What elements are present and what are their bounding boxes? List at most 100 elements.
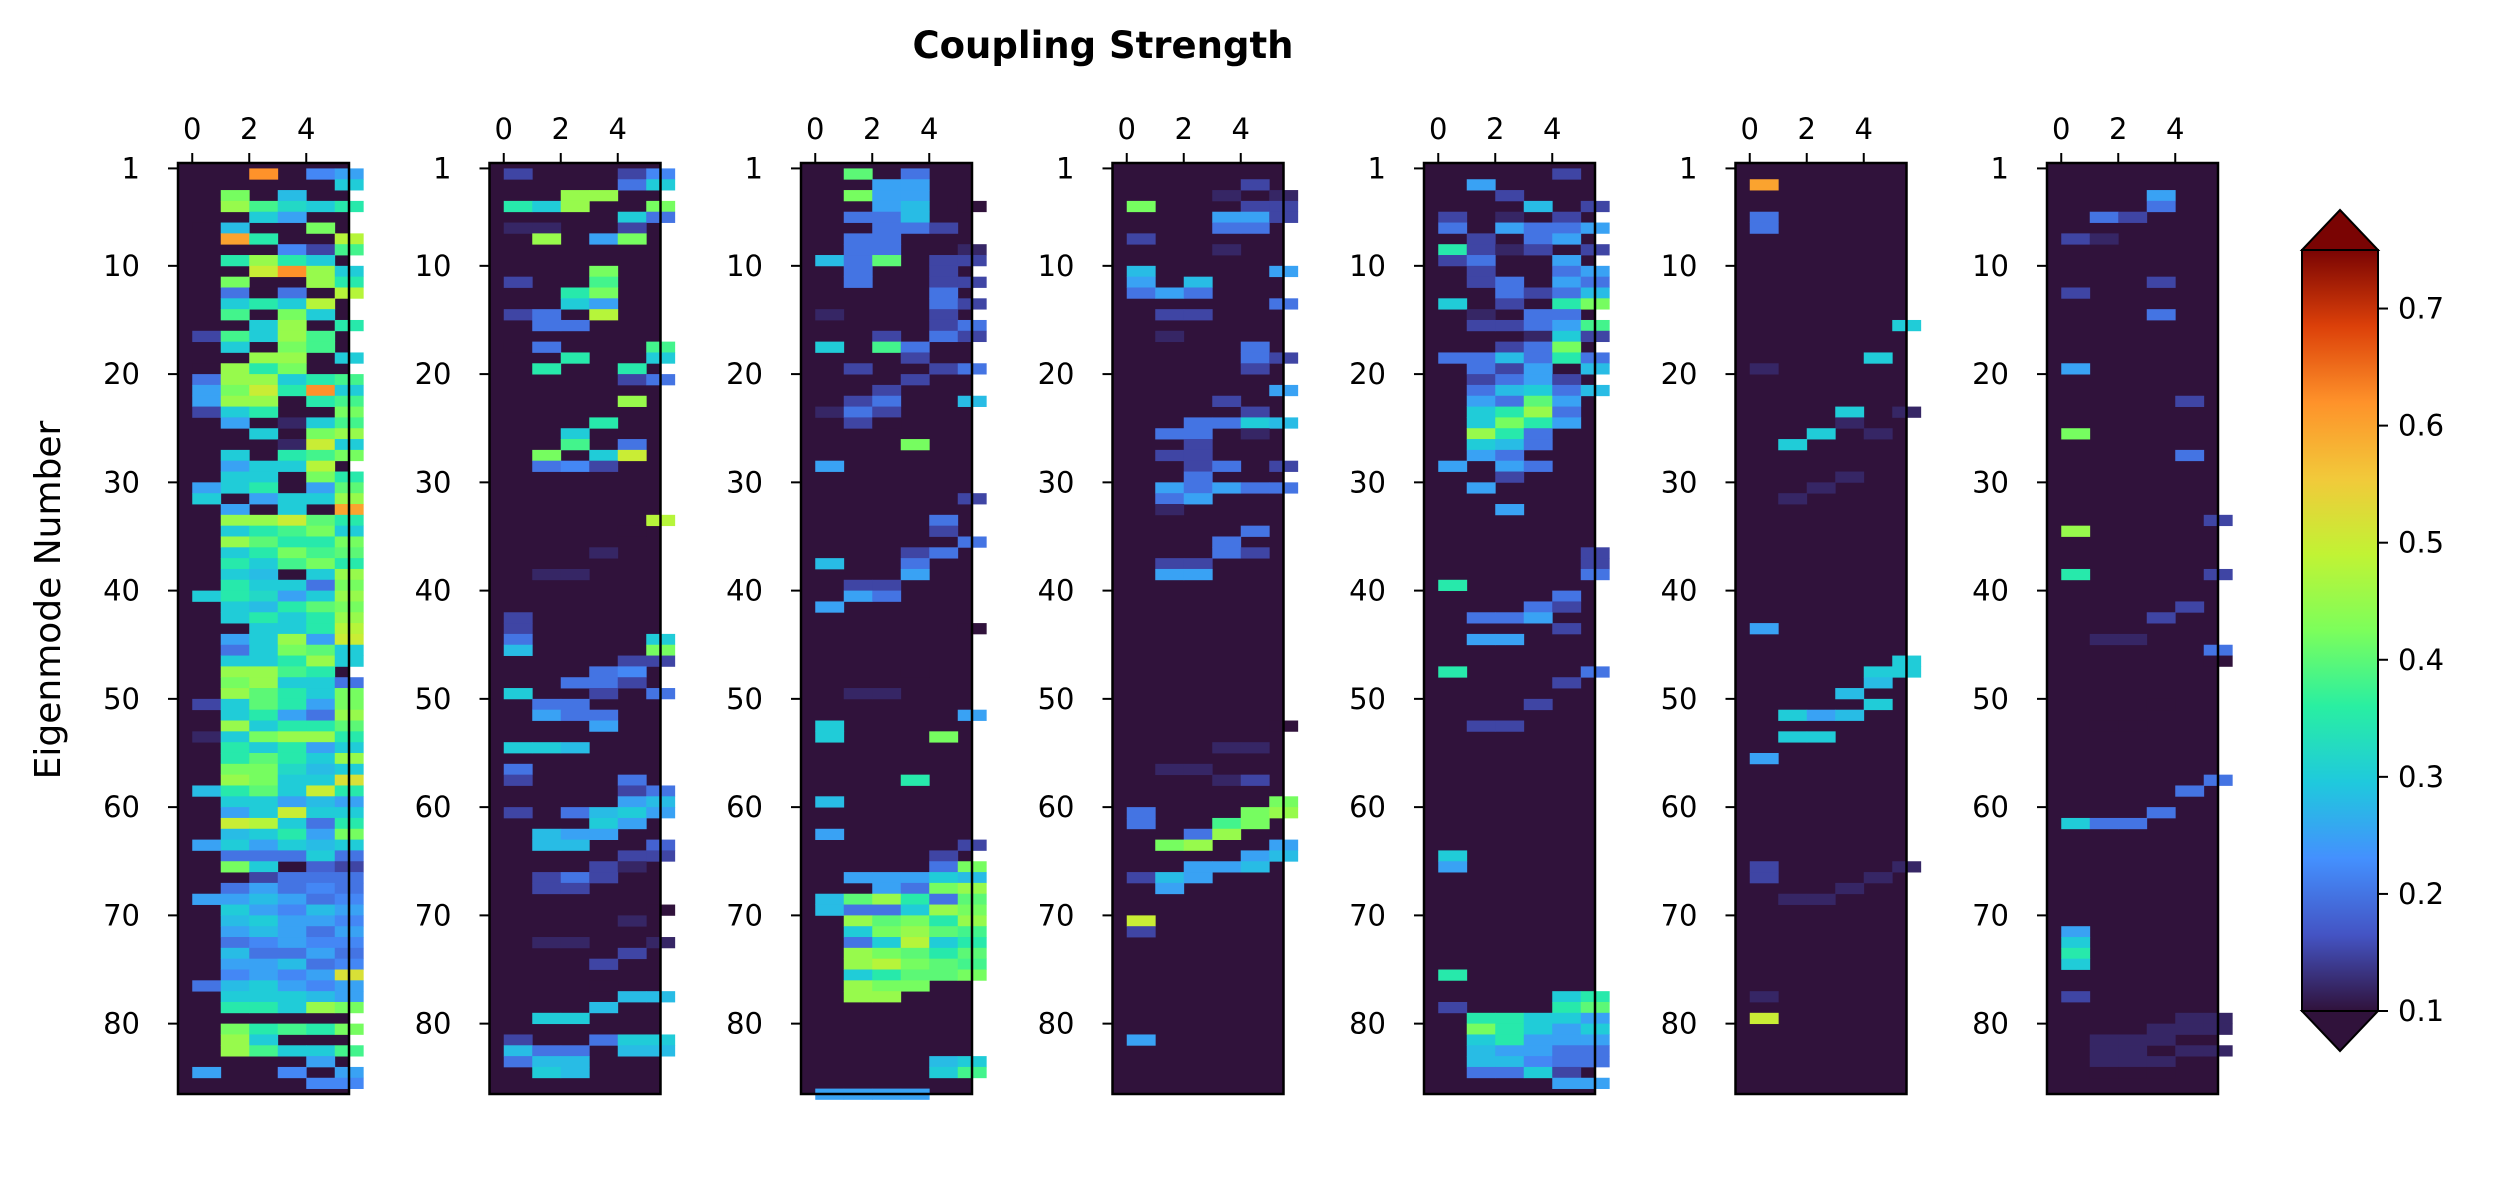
heatmap-cell: [1749, 1012, 1779, 1025]
heatmap-cell: [560, 428, 590, 440]
heatmap-cell: [1523, 233, 1553, 245]
y-tick-label: 30: [1038, 465, 1075, 499]
y-tick-label: 30: [1972, 465, 2009, 499]
heatmap-cell: [249, 1034, 279, 1046]
heatmap-cell: [2146, 1056, 2176, 1068]
heatmap-cell: [306, 926, 336, 938]
heatmap-cell: [589, 872, 619, 884]
heatmap-cell: [249, 298, 279, 310]
colorbar-tick-label: 0.4: [2398, 643, 2444, 677]
heatmap-cell: [617, 233, 647, 245]
heatmap-cell: [277, 612, 307, 624]
heatmap-cell: [1183, 872, 1213, 884]
heatmap-cell: [560, 200, 590, 213]
colorbar-tick-label: 0.7: [2398, 292, 2444, 326]
x-tick-label: 0: [2052, 112, 2070, 146]
heatmap-cell: [306, 309, 336, 321]
heatmap-cell: [503, 633, 533, 646]
y-tick-label: 70: [1972, 898, 2009, 932]
heatmap-cell: [249, 547, 279, 559]
heatmap-cell: [1749, 752, 1779, 765]
heatmap-cell: [1155, 872, 1185, 884]
heatmap-cell: [1438, 850, 1468, 862]
heatmap-cell: [1183, 839, 1213, 851]
heatmap-cell: [503, 309, 533, 321]
heatmap-cell: [872, 991, 902, 1003]
heatmap-cell: [1466, 233, 1496, 245]
heatmap-cell: [249, 612, 279, 624]
y-tick-label: 80: [103, 1007, 140, 1041]
heatmap-cell: [1552, 352, 1582, 364]
heatmap-cell: [249, 287, 279, 299]
heatmap-cell: [1240, 200, 1270, 213]
heatmap-cell: [249, 677, 279, 689]
heatmap-cell: [277, 796, 307, 808]
y-tick-label: 70: [1661, 898, 1698, 932]
y-tick-label: 60: [1661, 790, 1698, 824]
heatmap-cell: [2118, 1045, 2148, 1057]
heatmap-cell: [1212, 417, 1242, 429]
heatmap-cell: [1523, 319, 1553, 332]
heatmap-cell: [532, 698, 562, 711]
heatmap-cell: [1523, 374, 1553, 386]
heatmap-cell: [843, 276, 873, 288]
heatmap-cell: [1126, 287, 1156, 299]
heatmap-panel-7: 0 2 4 1 10 20 30 40 50 60 70 80: [1972, 112, 2233, 1096]
heatmap-cell: [1438, 460, 1468, 472]
heatmap-cell: [560, 287, 590, 299]
heatmap-cell: [1155, 309, 1185, 321]
heatmap-cell: [277, 698, 307, 711]
heatmap-cell: [1523, 363, 1553, 375]
heatmap-cell: [249, 352, 279, 364]
y-tick-label: 60: [1038, 790, 1075, 824]
heatmap-cell: [306, 688, 336, 700]
heatmap-cell: [249, 796, 279, 808]
heatmap-cell: [249, 428, 279, 440]
heatmap-cell: [220, 287, 250, 299]
panel-frame: [2045, 161, 2220, 1096]
heatmap-cell: [1126, 926, 1156, 938]
heatmap-cell: [929, 255, 959, 267]
heatmap-cell: [220, 1034, 250, 1046]
heatmap-cell: [1863, 872, 1893, 884]
heatmap-cell: [589, 980, 619, 992]
heatmap-cell: [2146, 190, 2176, 202]
heatmap-cell: [929, 872, 959, 884]
heatmap-cell: [532, 460, 562, 472]
heatmap-cell: [1749, 991, 1779, 1003]
heatmap-cell: [277, 926, 307, 938]
heatmap-cell: [2061, 937, 2091, 949]
heatmap-cell: [843, 926, 873, 938]
heatmap-cell: [617, 179, 647, 191]
heatmap-cell: [277, 655, 307, 667]
heatmap-cell: [2118, 633, 2148, 646]
heatmap-cell: [220, 1001, 250, 1014]
heatmap-cell: [815, 796, 845, 808]
heatmap-cell: [1552, 287, 1582, 299]
heatmap-cell: [1212, 211, 1242, 223]
heatmap-cell: [815, 904, 845, 916]
heatmap-cell: [900, 558, 930, 570]
heatmap-cell: [1495, 1034, 1525, 1046]
heatmap-cell: [560, 709, 590, 721]
heatmap-cell: [277, 200, 307, 213]
heatmap-cell: [929, 319, 959, 332]
heatmap-cell: [872, 395, 902, 407]
heatmap-cell: [277, 947, 307, 960]
heatmap-cell: [277, 980, 307, 992]
heatmap-cell: [1212, 536, 1242, 548]
heatmap-cell: [1240, 850, 1270, 862]
heatmap-cell: [872, 255, 902, 267]
heatmap-cell: [1523, 698, 1553, 711]
heatmap-cell: [1749, 872, 1779, 884]
heatmap-cell: [560, 872, 590, 884]
panel-frame: [799, 161, 974, 1096]
heatmap-cell: [617, 861, 647, 873]
heatmap-cell: [815, 406, 845, 418]
heatmap-cell: [2061, 525, 2091, 537]
x-tick-label: 2: [1175, 112, 1193, 146]
heatmap-cell: [900, 958, 930, 970]
heatmap-cell: [306, 752, 336, 765]
heatmap-cell: [1438, 211, 1468, 223]
